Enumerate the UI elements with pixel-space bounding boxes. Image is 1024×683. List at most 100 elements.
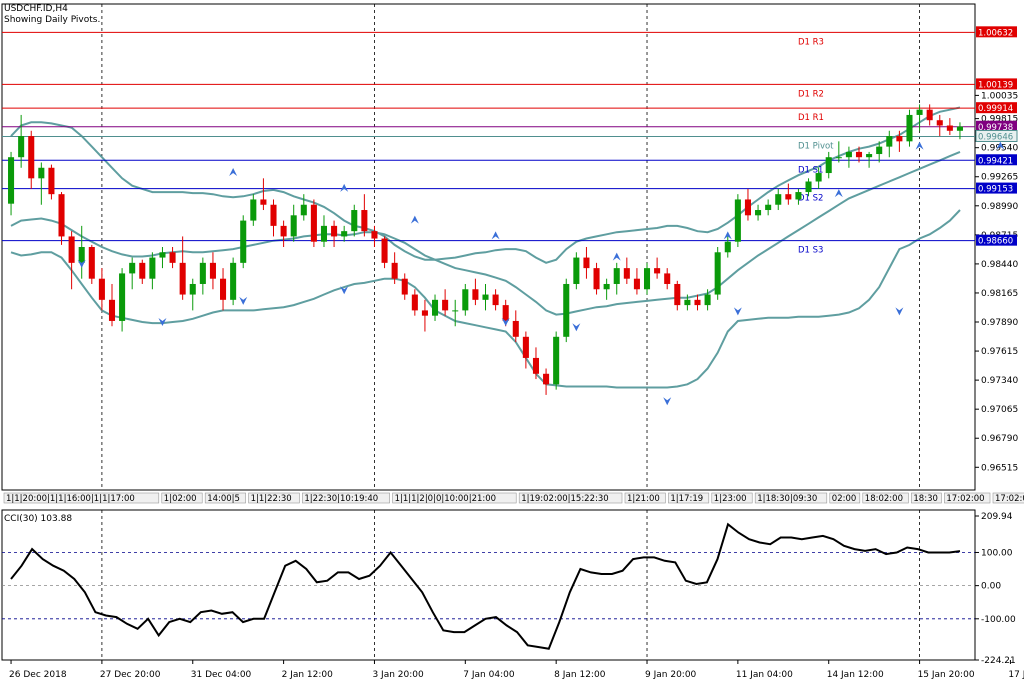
fractal-down-arrow xyxy=(340,286,349,295)
candle-body xyxy=(88,247,95,279)
candle-body xyxy=(785,194,792,200)
candle-body xyxy=(926,109,933,121)
fractal-up-arrow xyxy=(491,231,500,240)
session-label-bg xyxy=(754,492,828,504)
candle-body xyxy=(431,299,439,316)
session-label-text: 17:02:00 xyxy=(946,494,984,504)
candle-body xyxy=(855,151,863,158)
candle-body xyxy=(613,268,620,284)
candle-body xyxy=(906,114,913,142)
candle-body xyxy=(28,136,35,179)
price-tick-label: 0.97065 xyxy=(981,405,1018,415)
candle-body xyxy=(98,278,105,300)
session-label-text: 1|17:19 xyxy=(670,494,703,504)
price-tick-label: 0.98440 xyxy=(981,260,1018,270)
session-label-bg xyxy=(248,492,300,504)
candle-body xyxy=(674,283,681,306)
fractal-up-arrow xyxy=(996,141,1005,150)
price-tag: 0.99738 xyxy=(978,123,1013,133)
price-tick-label: 0.98990 xyxy=(981,202,1018,212)
session-label-text: 1|23:00 xyxy=(714,494,747,504)
candle-body xyxy=(502,305,509,321)
candle-body xyxy=(633,278,640,290)
candle-body xyxy=(260,199,267,205)
session-label: 17:02:00 xyxy=(944,492,991,504)
session-label-text: 17:02:00 xyxy=(995,494,1024,504)
session-label-text: 1|1|1|2|0|0|10:00|21:00 xyxy=(395,494,497,504)
session-label-bg xyxy=(392,492,517,504)
fractal-up-arrow xyxy=(410,215,419,224)
candle-body xyxy=(563,283,570,337)
candle-body xyxy=(775,194,782,205)
candle-body xyxy=(18,136,25,158)
x-tick-label: 11 Jan 04:00 xyxy=(736,670,793,680)
candle-body xyxy=(755,210,762,216)
fractal-up-arrow xyxy=(834,189,843,198)
candle-body xyxy=(866,154,873,158)
candle-body xyxy=(462,289,469,311)
price-panel-border xyxy=(1,3,976,491)
session-label: 1|1|20:00|1|1|16:00|1|1|17:00 xyxy=(3,492,160,504)
candle-body xyxy=(593,268,600,290)
cci-tick-label: 100.00 xyxy=(981,548,1013,558)
candle-body xyxy=(8,157,15,204)
candle-body xyxy=(815,173,822,182)
candle-body xyxy=(108,299,116,321)
session-label: 1|02:00 xyxy=(161,492,203,504)
cci-title: CCI(30) 103.88 xyxy=(4,514,72,524)
candle-body xyxy=(371,231,378,239)
candle-body xyxy=(805,181,812,193)
session-label-bg xyxy=(302,492,390,504)
fractal-down-arrow xyxy=(572,323,581,332)
candle-body xyxy=(714,252,721,295)
fractal-down-arrow xyxy=(158,317,167,326)
session-label: 1|18:30|09:30 xyxy=(754,492,828,504)
price-tick-label: 0.99540 xyxy=(981,144,1018,154)
candle-body xyxy=(209,262,216,279)
session-label: 1|1|1|2|0|0|10:00|21:00 xyxy=(392,492,517,504)
candle-body xyxy=(159,252,166,258)
candle-body xyxy=(522,336,529,358)
session-label: 18:30 xyxy=(911,492,942,504)
candle-body xyxy=(139,262,146,279)
x-tick-label: 3 Jan 20:00 xyxy=(372,670,424,680)
session-label: 02:00 xyxy=(829,492,861,504)
candle-body xyxy=(421,310,428,316)
candle-body xyxy=(694,299,701,306)
candle-body xyxy=(361,210,368,232)
x-tick-label: 8 Jan 12:00 xyxy=(554,670,606,680)
price-tag: 1.00139 xyxy=(978,80,1013,90)
candle-body xyxy=(179,262,186,295)
cci-tick-label: 0.00 xyxy=(981,582,1001,592)
session-label-bg xyxy=(204,492,246,504)
session-label: 1|1|22:30 xyxy=(248,492,300,504)
cci-tick-label: -224.21 xyxy=(981,656,1016,666)
symbol-title: USDCHF.ID,H4 xyxy=(4,4,68,14)
x-tick-label: 7 Jan 04:00 xyxy=(463,670,515,680)
fractal-down-arrow xyxy=(239,296,248,305)
price-tag-bg xyxy=(976,154,1017,166)
candle-body xyxy=(845,151,852,158)
pivot-label: D1 R3 xyxy=(798,37,824,47)
session-label-bg xyxy=(161,492,203,504)
candle-body xyxy=(704,294,711,306)
candle-body xyxy=(220,278,227,300)
x-tick-label: 14 Jan 12:00 xyxy=(827,670,884,680)
candle-body xyxy=(765,204,772,211)
cci-panel-border xyxy=(1,509,976,661)
session-label: 1|23:00 xyxy=(711,492,753,504)
candle-body xyxy=(654,268,661,274)
price-tick-label: 0.96790 xyxy=(981,434,1018,444)
candle-body xyxy=(623,268,630,279)
pivot-label: D1 S2 xyxy=(798,194,823,204)
candle-body xyxy=(250,199,257,221)
candle-body xyxy=(320,225,328,242)
bollinger-middle xyxy=(10,150,961,316)
x-tick-label: 17 Jan 04:00 xyxy=(1008,670,1024,680)
session-label: 17:02:00 xyxy=(992,492,1024,504)
price-tag: 0.99914 xyxy=(978,104,1013,114)
session-label-text: 14:00|5 xyxy=(207,494,240,504)
session-label-text: 02:00 xyxy=(832,494,857,504)
candle-body xyxy=(401,278,408,295)
